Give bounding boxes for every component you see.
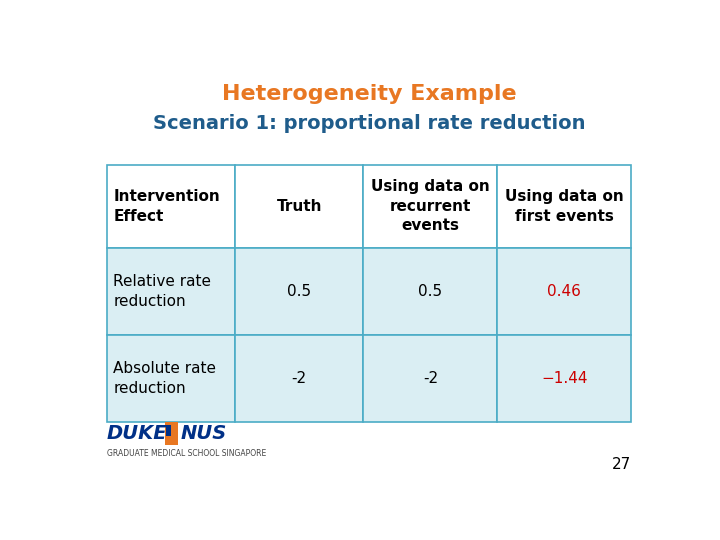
Bar bbox=[107, 165, 235, 248]
Bar bbox=[498, 335, 631, 422]
Bar bbox=[166, 426, 171, 436]
Text: 0.5: 0.5 bbox=[287, 284, 311, 299]
Text: Heterogeneity Example: Heterogeneity Example bbox=[222, 84, 516, 104]
Text: Scenario 1: proportional rate reduction: Scenario 1: proportional rate reduction bbox=[153, 113, 585, 132]
Text: 0.5: 0.5 bbox=[418, 284, 443, 299]
Bar bbox=[364, 335, 498, 422]
Text: 0.46: 0.46 bbox=[547, 284, 581, 299]
Bar bbox=[166, 422, 178, 446]
Bar bbox=[498, 165, 631, 248]
Text: −1.44: −1.44 bbox=[541, 371, 588, 386]
Bar bbox=[498, 248, 631, 335]
Text: Relative rate
reduction: Relative rate reduction bbox=[114, 274, 212, 309]
Text: 27: 27 bbox=[612, 457, 631, 472]
Text: Intervention
Effect: Intervention Effect bbox=[114, 189, 220, 224]
Text: NUS: NUS bbox=[181, 424, 227, 443]
Text: Using data on
recurrent
events: Using data on recurrent events bbox=[371, 179, 490, 233]
Text: -2: -2 bbox=[423, 371, 438, 386]
Bar bbox=[235, 248, 364, 335]
Bar bbox=[107, 335, 235, 422]
Text: GRADUATE MEDICAL SCHOOL SINGAPORE: GRADUATE MEDICAL SCHOOL SINGAPORE bbox=[107, 449, 266, 458]
Text: Using data on
first events: Using data on first events bbox=[505, 189, 624, 224]
Bar bbox=[235, 165, 364, 248]
Text: DUKE: DUKE bbox=[107, 424, 167, 443]
Text: Truth: Truth bbox=[276, 199, 322, 214]
Bar bbox=[364, 248, 498, 335]
Text: -2: -2 bbox=[292, 371, 307, 386]
Text: Absolute rate
reduction: Absolute rate reduction bbox=[114, 361, 217, 396]
Bar bbox=[235, 335, 364, 422]
Bar bbox=[107, 248, 235, 335]
Bar bbox=[364, 165, 498, 248]
